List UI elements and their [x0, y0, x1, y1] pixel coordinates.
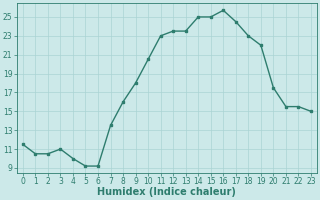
X-axis label: Humidex (Indice chaleur): Humidex (Indice chaleur) [98, 187, 236, 197]
